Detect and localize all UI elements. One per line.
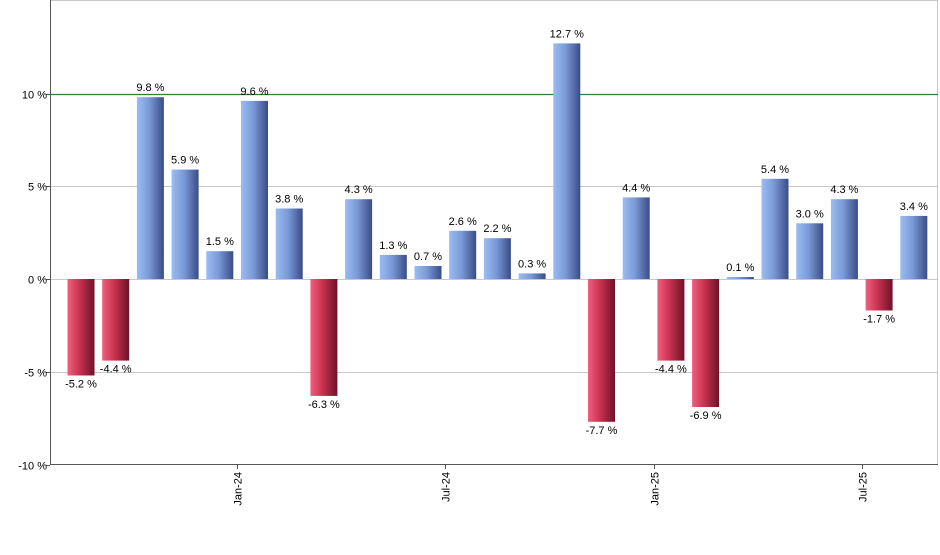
- axes: -10 % -5 % 0 % 5 % 10 % Jan-24 Jul-24 Jan-25 Jul…: [18, 0, 938, 506]
- bar: [275, 208, 303, 279]
- bar: [692, 279, 720, 407]
- y-tick-label: -10 %: [18, 461, 47, 473]
- data-label: 2.6 %: [449, 216, 477, 228]
- bar: [310, 279, 338, 396]
- x-tick-label: Jul-24: [441, 472, 453, 502]
- bar: [588, 279, 615, 422]
- bar: [171, 169, 199, 279]
- data-label: 4.4 %: [622, 182, 650, 194]
- bar: [726, 277, 754, 279]
- data-label: -7.7 %: [586, 425, 618, 437]
- data-label: 1.5 %: [206, 236, 234, 248]
- data-label: 0.3 %: [518, 258, 546, 270]
- data-label: 0.1 %: [726, 262, 754, 274]
- bar: [865, 279, 893, 311]
- bar: [136, 97, 164, 279]
- data-labels: -5.2 %-4.4 %9.8 %5.9 %1.5 %9.6 %3.8 %-6.…: [65, 28, 928, 436]
- data-label: 2.2 %: [483, 223, 511, 235]
- data-label: -6.9 %: [690, 410, 722, 422]
- y-tick-label: 10 %: [22, 90, 47, 102]
- y-tick-label: 0 %: [28, 275, 47, 287]
- data-label: -1.7 %: [863, 314, 895, 326]
- x-tick-label: Jan-24: [233, 472, 245, 506]
- data-label: 3.4 %: [900, 201, 928, 213]
- bar: [761, 178, 789, 279]
- bar: [657, 279, 685, 361]
- y-tick-label: 5 %: [28, 182, 47, 194]
- bars: [67, 43, 928, 422]
- data-label: 3.0 %: [796, 208, 824, 220]
- bar: [379, 254, 407, 279]
- bar: [206, 251, 234, 279]
- bar: [449, 230, 477, 279]
- bar: [102, 279, 130, 361]
- data-label: 4.3 %: [830, 184, 858, 196]
- bar: [67, 279, 95, 376]
- bar: [483, 238, 511, 279]
- x-tick-label: Jul-25: [858, 472, 870, 502]
- bar: [553, 43, 581, 280]
- bar: [518, 273, 546, 279]
- data-label: -6.3 %: [308, 399, 340, 411]
- bar: [900, 215, 928, 279]
- bar: [241, 100, 268, 280]
- bar: [622, 197, 650, 279]
- bar: [414, 266, 442, 279]
- data-label: 1.3 %: [379, 240, 407, 252]
- x-tick-label: Jan-25: [650, 472, 662, 506]
- data-label: 12.7 %: [550, 28, 584, 40]
- data-label: 9.8 %: [136, 82, 164, 94]
- data-label: -4.4 %: [100, 364, 132, 376]
- y-tick-label: -5 %: [24, 368, 47, 380]
- data-label: -4.4 %: [655, 364, 687, 376]
- data-label: 0.7 %: [414, 251, 442, 263]
- data-label: 5.9 %: [171, 155, 199, 167]
- data-label: -5.2 %: [65, 379, 97, 391]
- data-label: 5.4 %: [761, 164, 789, 176]
- bar: [796, 223, 824, 279]
- bar: [345, 199, 373, 279]
- data-label: 3.8 %: [275, 194, 303, 206]
- bar: [830, 199, 858, 279]
- data-label: 9.6 %: [240, 86, 268, 98]
- data-label: 4.3 %: [345, 184, 373, 196]
